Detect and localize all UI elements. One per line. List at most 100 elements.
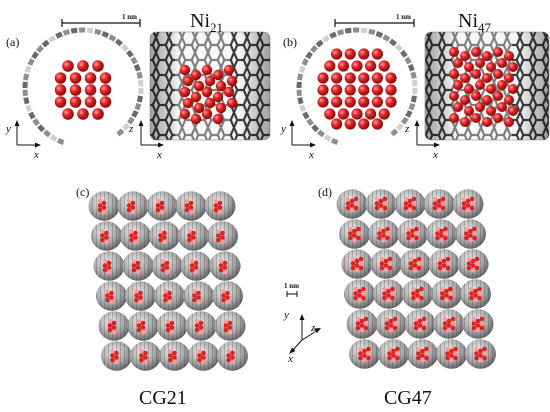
bundle-nanotube (455, 219, 486, 249)
bundle-ni-atom (191, 239, 196, 245)
bundle-ni-atom (221, 297, 226, 303)
bundle-nanotube (207, 221, 238, 251)
bundle-ni-atom (478, 357, 483, 363)
ni-atom (449, 91, 459, 101)
bundle-ni-atom (350, 265, 356, 271)
ni-atom (365, 60, 377, 72)
axes-xy-b: y x (280, 120, 316, 161)
ni-atom (223, 64, 235, 76)
bundle-ni-atom (155, 207, 161, 213)
bundle-ni-atom (382, 295, 387, 301)
bundle-ni-atom (101, 205, 107, 210)
bundle-ni-atom (420, 357, 425, 363)
bundle-nanotube (101, 341, 132, 371)
bundle-ni-atom (353, 291, 358, 296)
bundle-ni-atom (353, 201, 359, 206)
bundle-ni-atom (349, 203, 355, 208)
bundle-ni-atom (348, 226, 353, 232)
bundle-nanotube (346, 309, 378, 339)
bundle-ni-atom (482, 355, 487, 361)
bundle-ni-atom (420, 348, 425, 354)
bundle-nanotube (404, 309, 436, 339)
nanotube-wall-segment (407, 63, 415, 72)
bundle-nanotube (209, 251, 241, 281)
bundle-ni-atom (419, 295, 424, 301)
ni-atom (324, 60, 336, 72)
bundle-ni-atom (379, 265, 385, 271)
bundle-ni-atom (130, 205, 136, 210)
bundle-nanotube (402, 279, 433, 309)
bundle-nanotube (397, 219, 428, 249)
nanotube-wall-segment (394, 43, 403, 52)
bundle-ni-atom (193, 265, 199, 270)
nanotube-wall-segment (400, 49, 408, 58)
bundle-ni-atom (408, 261, 414, 266)
nanotube-wall-segment (32, 118, 40, 127)
bundle-ni-atom (172, 355, 177, 360)
bundle-ni-atom (222, 269, 228, 275)
bundle-ni-atom (213, 198, 219, 204)
bundle-ni-atom (129, 233, 134, 238)
ni-atom (504, 73, 514, 83)
bundle-ni-atom (163, 293, 168, 298)
bundle-ni-atom (139, 353, 144, 358)
bundle-ni-atom (436, 203, 442, 208)
bundle-ni-atom (414, 231, 419, 236)
bundle-ni-atom (216, 233, 221, 238)
bundle-ni-atom (446, 318, 452, 324)
bundle-nanotube (365, 189, 397, 219)
nanotube-wall-segment (360, 27, 368, 34)
bundle-ni-atom (450, 325, 456, 331)
bundle-ni-atom (218, 263, 224, 268)
nanotube-wall-segment (22, 89, 29, 97)
bundle-ni-atom (381, 233, 386, 238)
ni-atom (77, 60, 89, 72)
bundle-ni-atom (217, 205, 223, 210)
nanotube-wall-segment (31, 51, 39, 60)
bundle-ni-atom (443, 231, 448, 236)
bundle-ni-atom (111, 329, 117, 335)
nanotube-wall-segment (297, 73, 304, 81)
bundle-ni-atom (359, 327, 365, 333)
ni-atom (190, 69, 202, 81)
nanotube-wall-segment (36, 45, 44, 53)
bundle-ni-atom (217, 209, 223, 215)
bundle-ni-atom (109, 295, 114, 300)
bundle-ni-atom (410, 228, 415, 234)
ni-atom (482, 117, 492, 127)
bundle-ni-atom (377, 235, 382, 241)
nanotube-wall-segment (301, 58, 309, 66)
bundle-nanotube (465, 339, 496, 369)
ni-atom (190, 113, 202, 125)
bundle-ni-atom (196, 290, 201, 296)
bundle-ni-atom (126, 198, 132, 204)
ni-atom (344, 48, 356, 60)
nanotube-side-view-b (425, 32, 549, 140)
ni-atom (460, 73, 470, 83)
bundle-ni-atom (143, 350, 148, 356)
cg47-bundle (336, 189, 496, 369)
bundle-nanotube (91, 221, 122, 251)
bundle-ni-atom (226, 357, 231, 363)
bundle-ni-atom (230, 355, 235, 360)
bundle-ni-atom (378, 198, 384, 204)
bundle-ni-atom (410, 237, 415, 243)
bundle-ni-atom (358, 351, 363, 356)
bundle-ni-atom (201, 355, 206, 360)
bundle-ni-atom (188, 200, 194, 206)
bundle-ni-atom (395, 346, 400, 352)
bundle-ni-atom (391, 357, 396, 363)
bundle-ni-atom (163, 288, 168, 294)
ni21-cluster-cross-section (54, 60, 112, 120)
bundle-ni-atom (432, 205, 438, 211)
nanotube-wall-segment (86, 27, 94, 34)
bundle-nanotube (204, 191, 236, 221)
bundle-ni-atom (436, 198, 442, 204)
bundle-ni-atom (357, 288, 362, 294)
bundle-ni-atom (442, 325, 448, 331)
bundle-ni-atom (443, 235, 448, 241)
ni-atom (179, 86, 191, 98)
ni-atom (193, 102, 205, 114)
ni-atom (99, 72, 112, 84)
ni-atom (471, 91, 481, 101)
